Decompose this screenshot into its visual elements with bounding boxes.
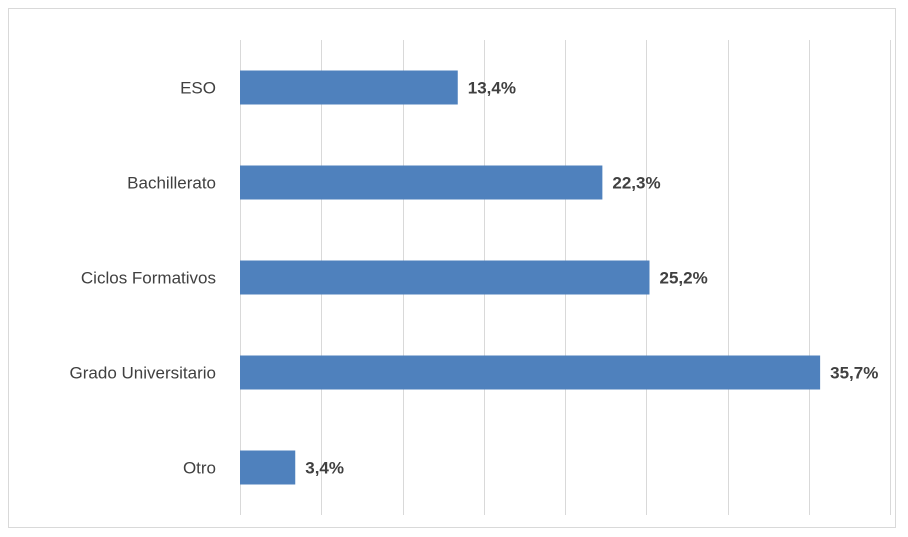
data-label: 25,2% xyxy=(660,269,708,288)
bar xyxy=(240,355,821,390)
data-label: 35,7% xyxy=(830,364,878,383)
data-label: 22,3% xyxy=(612,174,660,193)
bar xyxy=(240,165,603,200)
bar xyxy=(240,260,650,295)
data-label: 3,4% xyxy=(305,459,344,478)
bar xyxy=(240,450,296,485)
bar xyxy=(240,70,458,105)
category-label: Otro xyxy=(183,459,216,478)
data-label: 13,4% xyxy=(468,79,516,98)
category-label: Ciclos Formativos xyxy=(81,269,216,288)
category-label: Bachillerato xyxy=(127,174,216,193)
category-label: ESO xyxy=(180,79,216,98)
category-label: Grado Universitario xyxy=(70,364,216,383)
